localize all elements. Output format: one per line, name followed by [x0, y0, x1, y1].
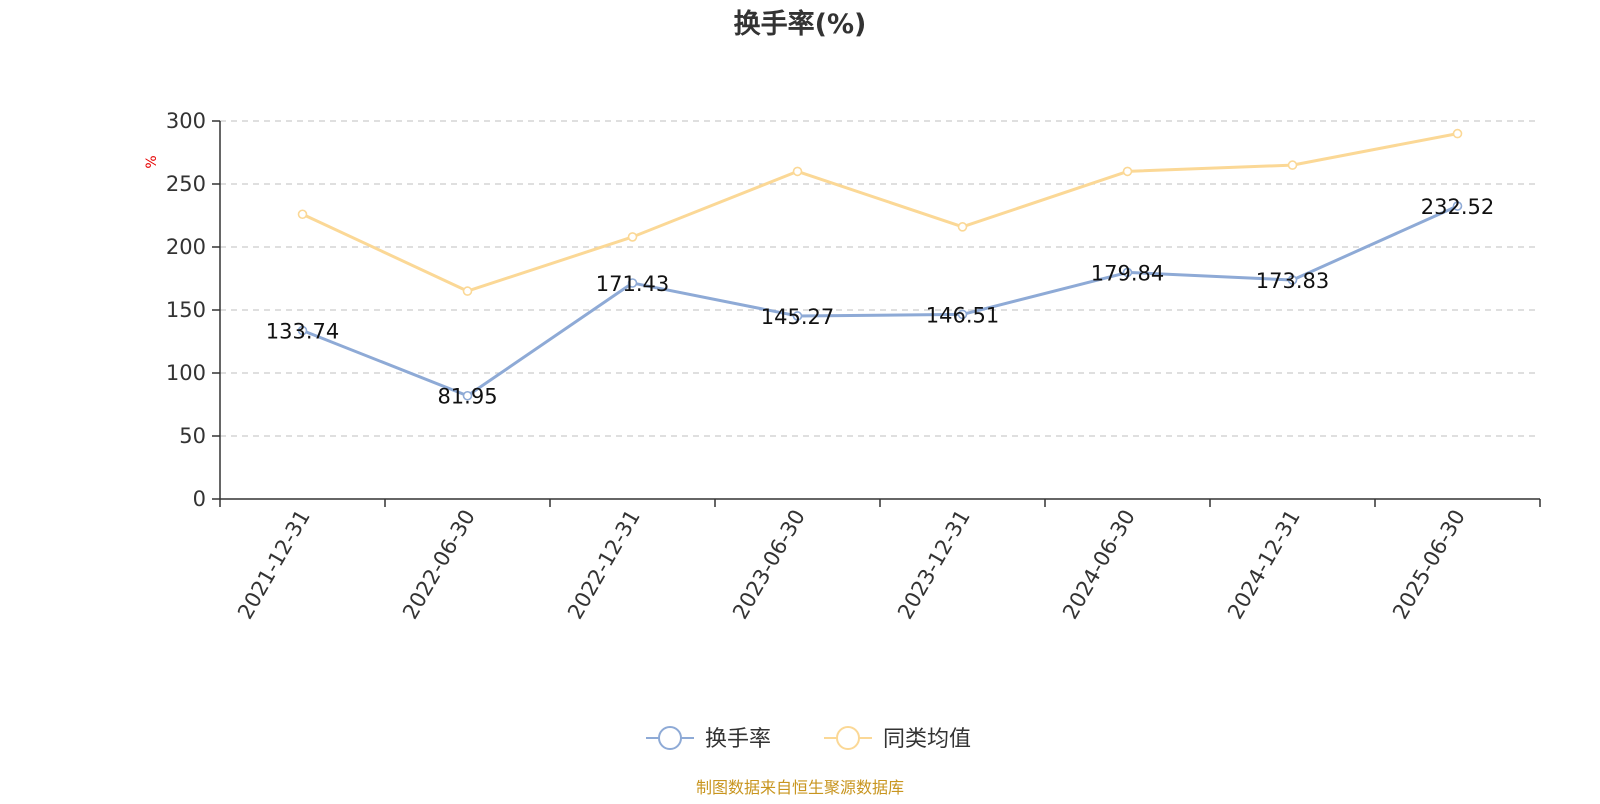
grid	[220, 120, 1540, 437]
data-point	[297, 209, 308, 220]
data-point	[792, 311, 803, 321]
data-point	[627, 232, 638, 242]
x-tick-label: 2024-06-30	[1058, 506, 1140, 624]
legend: 换手率 同类均值	[646, 726, 971, 752]
x-tick-label: 2022-06-30	[398, 506, 480, 624]
data-label: 179.84	[1091, 261, 1164, 285]
series-line	[301, 132, 1458, 293]
data-point	[1452, 201, 1463, 211]
series-layer	[297, 128, 1463, 401]
data-point	[297, 325, 308, 336]
y-tick-label: 150	[166, 298, 206, 322]
y-tick-label: 100	[166, 361, 206, 385]
data-label: 173.83	[1256, 269, 1329, 293]
y-tick-label: 250	[166, 172, 206, 196]
data-point	[1287, 275, 1298, 285]
data-point	[792, 166, 803, 177]
y-tick-label: 200	[166, 235, 206, 259]
x-tick-label: 2022-12-31	[563, 506, 645, 624]
data-point	[462, 286, 473, 296]
data-label: 81.95	[437, 385, 497, 409]
data-point	[957, 222, 968, 232]
y-axis-unit-label: %	[144, 155, 160, 168]
data-point	[1287, 160, 1298, 170]
chart-title: 换手率(%)	[734, 8, 867, 40]
x-tick-label: 2021-12-31	[233, 506, 315, 624]
data-label: 145.27	[761, 305, 834, 329]
data-point	[1452, 128, 1463, 139]
data-label: 133.74	[266, 319, 339, 343]
data-point	[627, 278, 638, 288]
x-tick-label: 2024-12-31	[1223, 506, 1305, 624]
data-labels: 133.74 81.95 171.43 145.27 146.51 179.84 173.8…	[266, 195, 1494, 409]
data-point	[1122, 166, 1133, 177]
y-tick-label: 0	[193, 487, 206, 511]
series-line	[301, 204, 1459, 398]
data-point	[1122, 267, 1133, 278]
legend-label: 同类均值	[883, 727, 971, 752]
x-tick-label: 2025-06-30	[1388, 506, 1470, 624]
source-note: 制图数据来自恒生聚源数据库	[696, 778, 904, 797]
data-label: 146.51	[926, 303, 999, 327]
y-tick-label: 300	[166, 109, 206, 133]
x-tick-label: 2023-12-31	[893, 506, 975, 624]
data-label: 232.52	[1421, 195, 1494, 219]
legend-circle-marker	[658, 726, 682, 750]
legend-label: 换手率	[705, 727, 771, 752]
legend-circle-marker	[836, 726, 860, 750]
x-tick-label: 2023-06-30	[728, 506, 810, 624]
data-point	[957, 309, 968, 320]
data-label: 171.43	[596, 272, 669, 296]
y-tick-label: 50	[179, 424, 206, 448]
data-point	[462, 390, 473, 401]
